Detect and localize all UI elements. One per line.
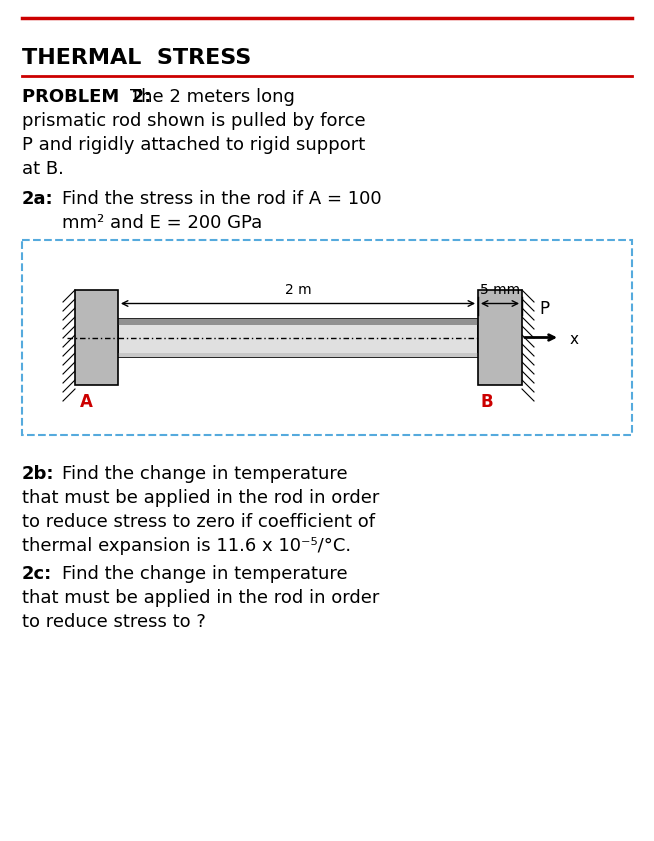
Text: A: A <box>80 393 93 411</box>
Text: 2b:: 2b: <box>22 465 54 483</box>
Text: Find the change in temperature: Find the change in temperature <box>62 565 348 583</box>
Text: at B.: at B. <box>22 160 64 178</box>
Text: The 2 meters long: The 2 meters long <box>130 88 295 106</box>
Text: 5 mm: 5 mm <box>480 283 520 298</box>
Text: x: x <box>570 332 579 347</box>
Text: THERMAL  STRESS: THERMAL STRESS <box>22 48 251 68</box>
Text: prismatic rod shown is pulled by force: prismatic rod shown is pulled by force <box>22 112 366 130</box>
Bar <box>118 319 478 357</box>
Text: PROBLEM  2:: PROBLEM 2: <box>22 88 151 106</box>
Text: to reduce stress to ?: to reduce stress to ? <box>22 613 206 631</box>
Bar <box>118 352 478 357</box>
Text: P and rigidly attached to rigid support: P and rigidly attached to rigid support <box>22 136 365 154</box>
Text: that must be applied in the rod in order: that must be applied in the rod in order <box>22 489 379 507</box>
Text: B: B <box>480 393 492 411</box>
Text: to reduce stress to zero if coefficient of: to reduce stress to zero if coefficient … <box>22 513 375 531</box>
Text: Find the change in temperature: Find the change in temperature <box>62 465 348 483</box>
Text: Find the stress in the rod if A = 100: Find the stress in the rod if A = 100 <box>62 190 382 208</box>
Text: 2a:: 2a: <box>22 190 54 208</box>
Bar <box>75 290 118 385</box>
Text: that must be applied in the rod in order: that must be applied in the rod in order <box>22 589 379 607</box>
Text: mm² and E = 200 GPa: mm² and E = 200 GPa <box>62 214 262 232</box>
Text: P: P <box>539 299 549 318</box>
Text: 2c:: 2c: <box>22 565 52 583</box>
Text: thermal expansion is 11.6 x 10⁻⁵/°C.: thermal expansion is 11.6 x 10⁻⁵/°C. <box>22 537 351 555</box>
Bar <box>22 240 632 435</box>
Bar <box>478 290 522 385</box>
Bar <box>118 319 478 325</box>
Text: 2 m: 2 m <box>284 283 311 298</box>
